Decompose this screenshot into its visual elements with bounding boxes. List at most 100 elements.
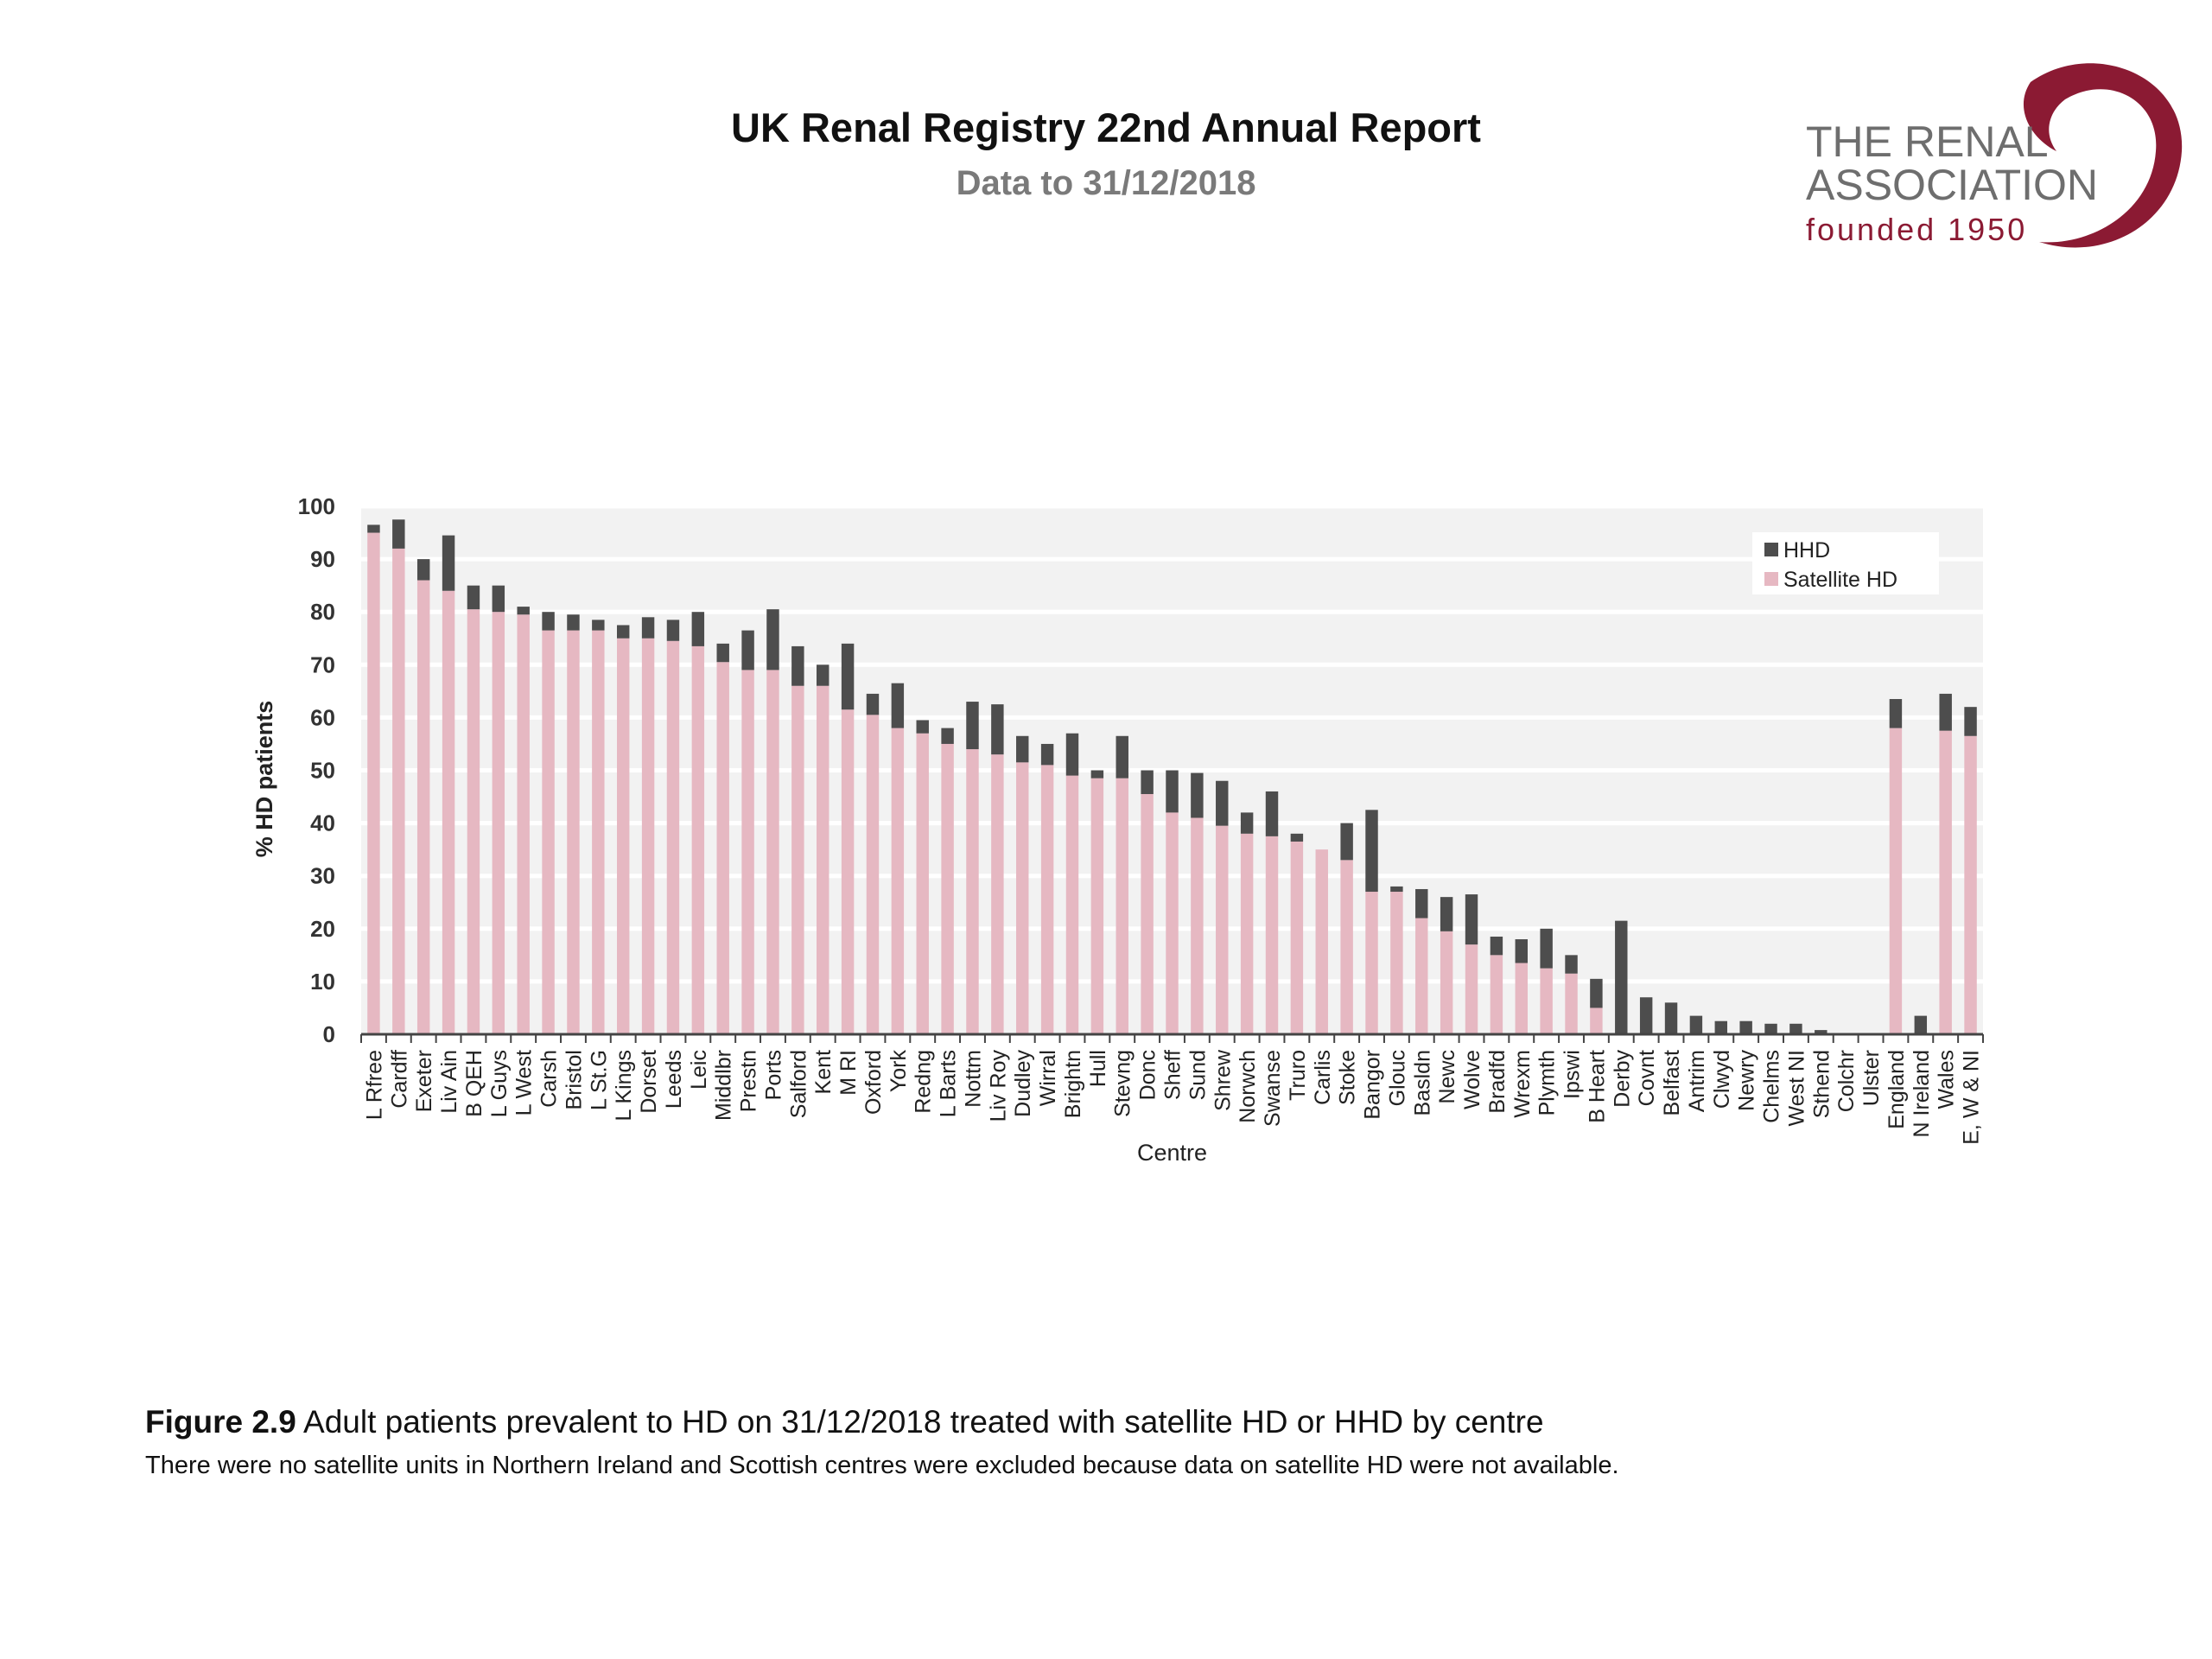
bar-satellite-hd bbox=[1939, 730, 1952, 1034]
bar-hhd bbox=[1515, 939, 1528, 963]
report-title: UK Renal Registry 22nd Annual Report bbox=[731, 105, 1481, 150]
x-tick-label: Bangor bbox=[1361, 1050, 1385, 1120]
bar-hhd bbox=[542, 612, 555, 631]
bar-hhd bbox=[1116, 735, 1128, 779]
x-tick-label: Shrew bbox=[1211, 1049, 1235, 1111]
bar-satellite-hd bbox=[492, 612, 505, 1034]
bar-satellite-hd bbox=[542, 630, 555, 1034]
x-tick-label: Derby bbox=[1610, 1050, 1634, 1108]
y-axis-label: % HD patients bbox=[251, 701, 277, 858]
bar-hhd bbox=[716, 643, 729, 663]
x-tick-label: Glouc bbox=[1385, 1050, 1409, 1106]
bar-hhd bbox=[666, 620, 680, 641]
bar-hhd bbox=[1689, 1015, 1703, 1034]
bar-satellite-hd bbox=[1116, 778, 1128, 1034]
legend-swatch-satellite bbox=[1764, 572, 1778, 586]
bar-hhd bbox=[1065, 733, 1079, 776]
x-tick-label: Norwch bbox=[1236, 1050, 1260, 1123]
y-tick-labels: 0 10 20 30 40 50 60 70 80 90 100 bbox=[298, 493, 335, 1047]
figure-label: Figure 2.9 bbox=[145, 1404, 296, 1440]
bar-satellite-hd bbox=[1515, 963, 1528, 1034]
kidney-swoosh-icon bbox=[2023, 63, 2183, 248]
x-tick-label: Basldn bbox=[1410, 1050, 1434, 1116]
bar-hhd bbox=[866, 693, 880, 715]
bar-hhd bbox=[916, 720, 929, 734]
bar-satellite-hd bbox=[1265, 836, 1279, 1034]
bar-hhd bbox=[991, 704, 1004, 755]
x-tick-label: Clwyd bbox=[1710, 1050, 1734, 1109]
bar-hhd bbox=[616, 625, 630, 639]
logo-line-2: ASSOCIATION bbox=[1806, 161, 2099, 209]
x-tick-label: Donc bbox=[1136, 1050, 1160, 1100]
bar-satellite-hd bbox=[467, 609, 480, 1034]
bar-hhd bbox=[1340, 823, 1353, 861]
bar-satellite-hd bbox=[416, 580, 430, 1034]
report-subtitle: Data to 31/12/2018 bbox=[956, 164, 1256, 202]
x-tick-label: Dorset bbox=[637, 1050, 661, 1114]
x-tick-label: Sheff bbox=[1161, 1050, 1185, 1100]
x-tick-label: Salford bbox=[786, 1050, 810, 1118]
x-tick-label: Bradfd bbox=[1485, 1050, 1510, 1114]
bar-hhd bbox=[1016, 735, 1029, 763]
bar-satellite-hd bbox=[1440, 931, 1453, 1034]
bar-satellite-hd bbox=[941, 743, 954, 1034]
x-tick-label: Newc bbox=[1435, 1050, 1459, 1104]
bar-satellite-hd bbox=[1390, 892, 1403, 1034]
bar-satellite-hd bbox=[592, 630, 605, 1034]
bar-satellite-hd bbox=[1290, 841, 1304, 1034]
x-tick-label: Carlis bbox=[1311, 1050, 1335, 1105]
bar-satellite-hd bbox=[716, 662, 729, 1034]
x-tick-label: Stevng bbox=[1111, 1050, 1135, 1117]
x-tick-label: Ipswi bbox=[1560, 1050, 1585, 1099]
bar-satellite-hd bbox=[1565, 973, 1578, 1034]
bar-satellite-hd bbox=[1365, 892, 1378, 1034]
x-axis-label: Centre bbox=[1137, 1140, 1207, 1166]
x-tick-label: Wolve bbox=[1460, 1050, 1484, 1109]
y-tick-label: 0 bbox=[323, 1021, 335, 1047]
bar-hhd bbox=[1540, 928, 1553, 969]
bar-hhd bbox=[841, 643, 855, 710]
bar-hhd bbox=[1265, 791, 1279, 836]
logo-line-1: THE RENAL bbox=[1806, 118, 2049, 166]
bar-hhd bbox=[1440, 897, 1453, 931]
figure-caption-text: Adult patients prevalent to HD on 31/12/… bbox=[296, 1404, 1544, 1440]
bar-hhd bbox=[1939, 693, 1952, 731]
bar-satellite-hd bbox=[966, 749, 979, 1034]
bar-satellite-hd bbox=[1964, 735, 1977, 1034]
bar-hhd bbox=[1290, 833, 1304, 842]
bar-satellite-hd bbox=[1090, 778, 1104, 1034]
x-tick-label: Dudley bbox=[1011, 1050, 1035, 1117]
bar-hhd bbox=[1040, 743, 1054, 766]
bar-satellite-hd bbox=[1490, 955, 1503, 1034]
bar-hhd bbox=[1639, 997, 1653, 1034]
bar-hhd bbox=[1664, 1002, 1678, 1034]
bar-hhd bbox=[1565, 955, 1578, 974]
x-tick-label: B Heart bbox=[1585, 1050, 1609, 1123]
y-tick-label: 20 bbox=[310, 916, 335, 942]
bar-satellite-hd bbox=[567, 630, 580, 1034]
bar-hhd bbox=[1090, 770, 1104, 779]
bar-satellite-hd bbox=[367, 532, 380, 1034]
x-tick-label: Ulster bbox=[1859, 1050, 1884, 1106]
bar-satellite-hd bbox=[916, 733, 929, 1034]
bar-hhd bbox=[1914, 1015, 1928, 1034]
x-tick-label: York bbox=[887, 1050, 911, 1093]
stacked-bar-chart: 0 10 20 30 40 50 60 70 80 90 100 L Rfree Cardff Exet… bbox=[251, 493, 1984, 1166]
x-tick-label: L St.G bbox=[587, 1050, 611, 1110]
x-tick-label: L West bbox=[512, 1050, 537, 1116]
y-tick-label: 90 bbox=[310, 546, 335, 572]
bar-hhd bbox=[392, 519, 405, 549]
bar-satellite-hd bbox=[817, 685, 830, 1034]
x-tick-label: Covnt bbox=[1635, 1050, 1659, 1106]
bar-hhd bbox=[1889, 699, 1903, 728]
bar-hhd bbox=[467, 585, 480, 610]
bar-hhd bbox=[567, 614, 580, 631]
x-tick-label: Leeds bbox=[662, 1050, 686, 1109]
x-tick-label: Plymth bbox=[1535, 1050, 1560, 1116]
bar-satellite-hd bbox=[1141, 793, 1154, 1034]
x-tick-label: Swanse bbox=[1261, 1050, 1285, 1127]
x-tick-label: M RI bbox=[836, 1050, 861, 1096]
x-tick-label: E, W & NI bbox=[1960, 1050, 1984, 1145]
x-tick-label: L Kings bbox=[612, 1050, 636, 1121]
bar-satellite-hd bbox=[891, 728, 905, 1034]
